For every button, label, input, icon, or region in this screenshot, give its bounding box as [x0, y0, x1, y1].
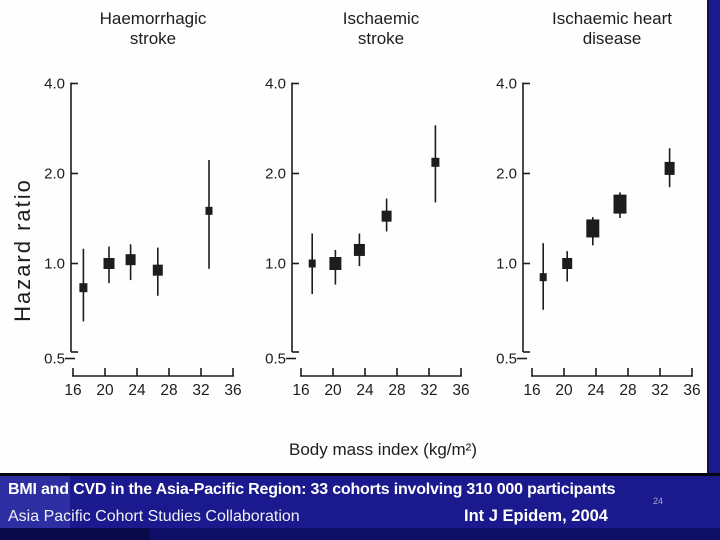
x-tick-label: 32 — [651, 382, 668, 399]
x-tick-label: 36 — [452, 382, 469, 399]
footer-banner: BMI and CVD in the Asia-Pacific Region: … — [0, 473, 720, 540]
footer-citation: Int J Epidem, 2004 — [464, 507, 608, 525]
y-tick-label: 1.0 — [496, 256, 517, 273]
x-tick-label: 20 — [324, 382, 342, 399]
x-tick-label: 36 — [683, 382, 700, 399]
panel-title: disease — [583, 29, 642, 48]
data-point — [152, 264, 163, 276]
data-point — [103, 258, 115, 269]
y-tick-label: 4.0 — [496, 76, 517, 93]
y-tick-label: 1.0 — [44, 256, 65, 273]
data-point — [308, 259, 316, 268]
data-point — [79, 283, 88, 293]
panel-title: Ischaemic — [343, 9, 420, 28]
x-tick-label: 32 — [420, 382, 437, 399]
y-tick-label: 2.0 — [44, 166, 65, 183]
x-tick-label: 20 — [96, 382, 114, 399]
slide-title: BMI and CVD in the Asia-Pacific Region: … — [8, 481, 616, 498]
x-tick-label: 16 — [292, 382, 309, 399]
x-tick-label: 24 — [587, 382, 605, 399]
data-point — [431, 157, 440, 167]
x-tick-label: 24 — [128, 382, 146, 399]
slide-right-border — [707, 0, 720, 540]
x-axis-title: Body mass index (kg/m²) — [289, 440, 477, 459]
x-tick-label: 28 — [388, 382, 405, 399]
footer-source: Asia Pacific Cohort Studies Collaboratio… — [8, 508, 300, 525]
data-point — [539, 273, 547, 282]
data-point — [613, 194, 627, 214]
x-tick-label: 28 — [160, 382, 177, 399]
data-point — [381, 210, 392, 222]
x-tick-label: 20 — [555, 382, 573, 399]
y-tick-label: 4.0 — [44, 76, 65, 93]
y-axis-title: Hazard ratio — [10, 178, 35, 322]
data-point — [353, 243, 365, 256]
banner-shade-bottom — [0, 528, 720, 540]
panel-title: stroke — [358, 29, 404, 48]
data-point — [664, 161, 675, 175]
y-tick-label: 2.0 — [265, 166, 286, 183]
x-tick-label: 28 — [619, 382, 636, 399]
x-tick-label: 16 — [523, 382, 540, 399]
page-number: 24 — [653, 496, 664, 506]
data-point — [125, 254, 136, 266]
y-tick-label: 0.5 — [265, 351, 286, 368]
y-tick-label: 0.5 — [44, 351, 65, 368]
x-tick-label: 32 — [192, 382, 209, 399]
y-tick-label: 2.0 — [496, 166, 517, 183]
x-tick-label: 24 — [356, 382, 374, 399]
y-tick-label: 0.5 — [496, 351, 517, 368]
panel-title: Haemorrhagic — [100, 9, 207, 28]
y-tick-label: 1.0 — [265, 256, 286, 273]
data-point — [586, 219, 600, 238]
data-point — [329, 257, 342, 270]
banner-shade-left — [0, 476, 70, 528]
data-point — [562, 258, 573, 269]
y-tick-label: 4.0 — [265, 76, 286, 93]
panel-title: stroke — [130, 29, 176, 48]
banner-shade-bottom-left — [0, 528, 150, 540]
data-point — [205, 206, 213, 215]
panel-title: Ischaemic heart — [552, 9, 672, 28]
x-tick-label: 16 — [64, 382, 81, 399]
x-tick-label: 36 — [224, 382, 241, 399]
